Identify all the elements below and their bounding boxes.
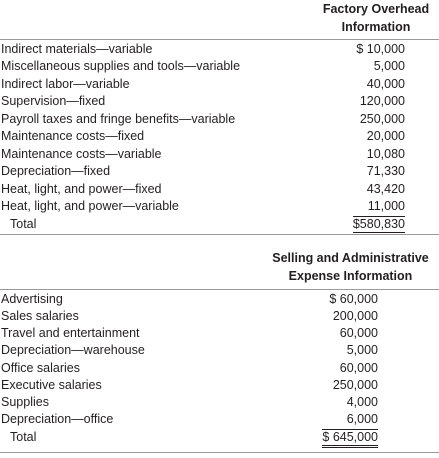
row-label: Advertising (1, 291, 63, 306)
row-label: Depreciation—fixed (1, 164, 111, 178)
row-value: 40,000 (366, 76, 405, 91)
divider (0, 39, 439, 40)
row-label: Payroll taxes and fringe benefits—variab… (1, 111, 236, 126)
row-label: Maintenance costs—variable (1, 146, 162, 161)
row-label: Maintenance costs—fixed (1, 129, 145, 143)
row-label: Heat, light, and power—fixed (1, 181, 162, 196)
row-label: Depreciation—office (1, 412, 114, 427)
row-value: 20,000 (366, 129, 405, 143)
row-value: 43,420 (366, 181, 405, 196)
row-label: Travel and entertainment (1, 326, 140, 340)
total-value: $580,830 (352, 216, 405, 235)
row-value: $ 10,000 (356, 41, 405, 56)
row-value: 5,000 (373, 59, 405, 73)
section-header: Factory Overhead (322, 2, 430, 16)
divider (0, 289, 439, 290)
row-label: Sales salaries (1, 308, 79, 323)
row-value: 60,000 (339, 326, 378, 340)
row-value: 5,000 (346, 343, 378, 358)
row-value: 71,330 (366, 164, 405, 178)
section-header: Selling and Administrative (272, 251, 429, 265)
total-label: Total (10, 429, 37, 444)
row-label: Office salaries (1, 360, 80, 375)
total-label: Total (10, 216, 37, 231)
row-label: Indirect materials—variable (1, 41, 153, 56)
section-header: Information (341, 20, 411, 34)
section-header: Expense Information (288, 269, 413, 283)
row-label: Depreciation—warehouse (1, 343, 145, 358)
row-value: 250,000 (332, 377, 378, 392)
row-label: Heat, light, and power—variable (1, 199, 179, 213)
row-label: Supplies (1, 395, 49, 409)
total-value: $ 645,000 (322, 429, 378, 448)
row-value: 10,080 (366, 146, 405, 161)
divider (0, 234, 439, 235)
row-value: 200,000 (332, 308, 378, 323)
row-label: Indirect labor—variable (1, 76, 130, 91)
row-value: 11,000 (367, 199, 405, 213)
row-value: 4,000 (346, 395, 378, 409)
row-value: $ 60,000 (329, 291, 378, 306)
divider (0, 452, 439, 453)
row-value: 6,000 (346, 412, 378, 427)
row-label: Executive salaries (1, 377, 102, 392)
row-label: Supervision—fixed (1, 94, 106, 108)
row-value: 60,000 (339, 360, 378, 375)
row-value: 250,000 (359, 111, 405, 126)
row-value: 120,000 (359, 94, 405, 108)
row-label: Miscellaneous supplies and tools—variabl… (1, 59, 241, 73)
